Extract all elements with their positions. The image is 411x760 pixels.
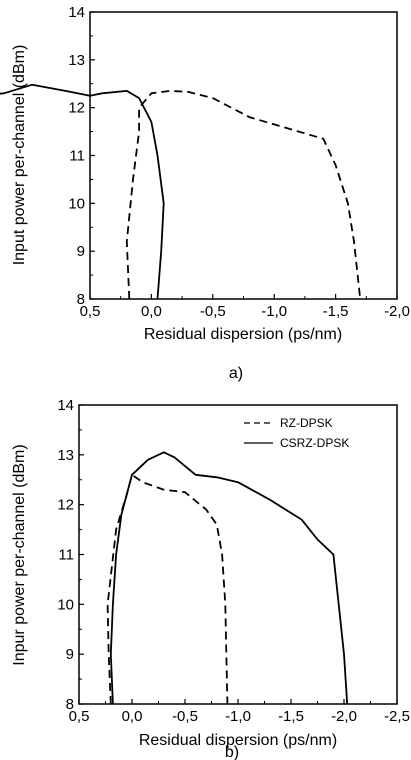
chart-b-x-ticks: 0,5 0,0 -0,5 -1,0 -1,5 -2,0 -2,5 xyxy=(69,699,410,725)
chart-a-x-tick-label: -2,0 xyxy=(384,303,410,320)
chart-b-x-axis-label: Residual dispersion (ps/nm) xyxy=(139,732,337,749)
chart-a-y-ticks: 8 9 10 11 12 13 14 xyxy=(68,4,95,308)
chart-a-y-tick-label: 11 xyxy=(69,148,85,165)
chart-b-x-tick-label: -2,5 xyxy=(384,708,410,725)
chart-a-series xyxy=(0,83,362,300)
chart-b-y-tick-label: 14 xyxy=(57,397,74,414)
chart-b-x-tick-label: -0,5 xyxy=(172,708,198,725)
chart-a-y-tick-label: 8 xyxy=(77,291,85,308)
chart-a-series-line-1 xyxy=(125,90,362,300)
chart-a-x-tick-label: -0,5 xyxy=(200,303,226,320)
chart-b-y-axis-label: Inpur power per-channel (dBm) xyxy=(11,444,28,665)
chart-b-y-ticks: 8 9 10 11 12 13 14 xyxy=(57,397,84,713)
chart-a: 0,5 0,0 -0,5 -1,0 -1,5 -2,0 8 9 10 11 12 13 14 Resi… xyxy=(0,4,410,382)
chart-b-x-tick-label: 0,0 xyxy=(122,708,143,725)
chart-b-y-tick-label: 9 xyxy=(66,646,74,663)
chart-a-x-tick-label: 0,0 xyxy=(141,303,162,320)
chart-b-x-tick-label: -1,0 xyxy=(225,708,251,725)
chart-b-series xyxy=(106,451,349,705)
chart-b-legend: RZ-DPSK CSRZ-DPSK xyxy=(244,416,349,450)
chart-a-y-tick-label: 12 xyxy=(68,100,85,117)
chart-a-y-tick-label: 9 xyxy=(77,243,85,260)
legend-label-csrz-dpsk: CSRZ-DPSK xyxy=(280,436,349,450)
chart-a-series-line-2 xyxy=(0,83,165,300)
chart-b-x-tick-label: 0,5 xyxy=(69,708,90,725)
chart-b: 0,5 0,0 -0,5 -1,0 -1,5 -2,0 -2,5 891011121314 … xyxy=(11,397,410,760)
chart-a-x-ticks: 0,5 0,0 -0,5 -1,0 -1,5 -2,0 xyxy=(80,294,410,320)
chart-b-y-tick-label: 11 xyxy=(58,547,74,564)
chart-b-y-tick-label: 12 xyxy=(57,497,74,514)
chart-b-y-tick-label: 8 xyxy=(66,696,74,713)
chart-b-y-tick-label: 10 xyxy=(57,596,74,613)
chart-a-panel-label: a) xyxy=(229,365,243,382)
chart-b-series-line-2 xyxy=(109,451,349,705)
chart-a-x-tick-label: 0,5 xyxy=(80,303,101,320)
chart-b-series-line-1 xyxy=(106,473,229,705)
chart-a-y-tick-label: 10 xyxy=(68,195,85,212)
chart-b-y-tick-label: 13 xyxy=(57,447,74,464)
chart-b-x-tick-label: -1,5 xyxy=(278,708,304,725)
chart-a-x-tick-label: -1,5 xyxy=(323,303,349,320)
chart-a-y-tick-label: 14 xyxy=(68,4,85,21)
chart-b-x-tick-label: -2,0 xyxy=(331,708,357,725)
chart-b-panel-label: b) xyxy=(225,744,239,760)
chart-a-y-axis-label: Input power per-channel (dBm) xyxy=(11,45,28,266)
chart-a-x-tick-label: -1,0 xyxy=(261,303,287,320)
chart-a-x-axis-label: Residual dispersion (ps/nm) xyxy=(144,326,342,343)
legend-label-rz-dpsk: RZ-DPSK xyxy=(280,416,333,430)
chart-a-y-tick-label: 13 xyxy=(68,52,85,69)
